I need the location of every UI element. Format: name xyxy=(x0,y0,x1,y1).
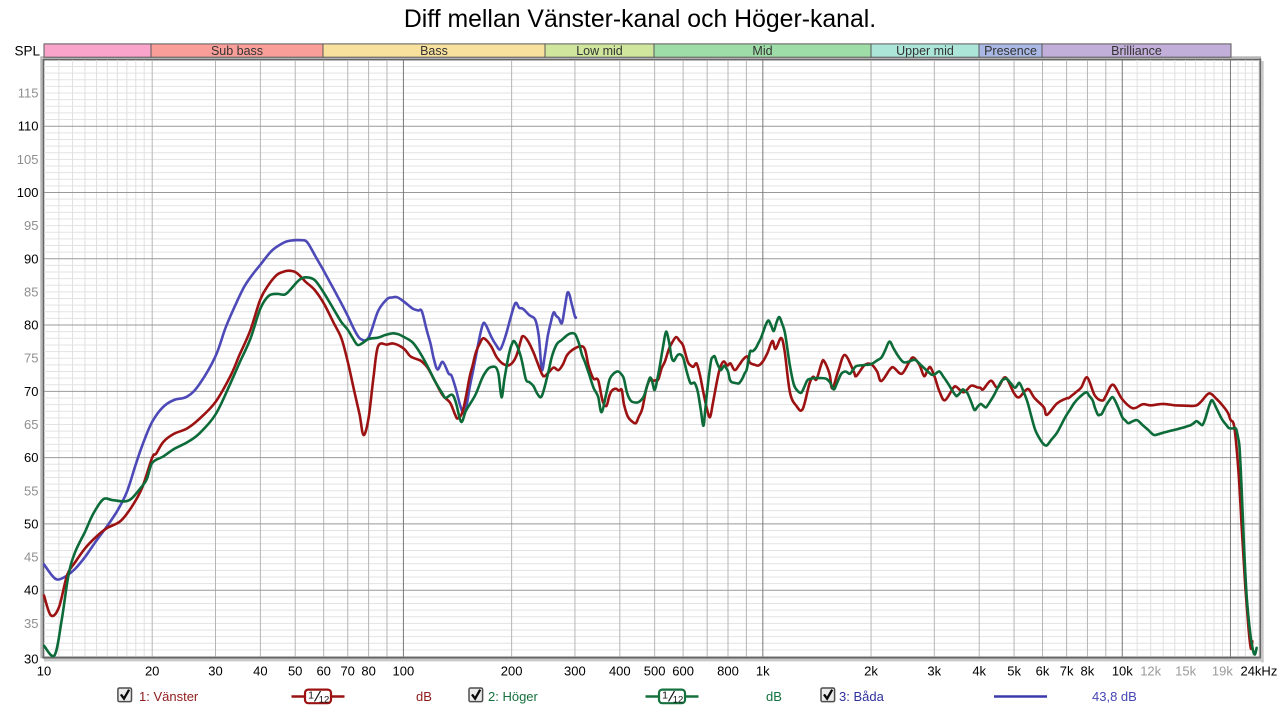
svg-text:30: 30 xyxy=(24,652,38,667)
svg-text:20: 20 xyxy=(145,663,159,678)
svg-text:12k: 12k xyxy=(1140,663,1161,678)
svg-text:95: 95 xyxy=(24,218,38,233)
svg-text:1k: 1k xyxy=(756,663,770,678)
svg-text:110: 110 xyxy=(18,119,39,134)
svg-text:400: 400 xyxy=(609,663,631,678)
svg-text:70: 70 xyxy=(340,663,354,678)
svg-text:3k: 3k xyxy=(927,663,941,678)
svg-text:65: 65 xyxy=(24,417,38,432)
svg-text:Sub bass: Sub bass xyxy=(211,44,263,58)
svg-text:3: Båda: 3: Båda xyxy=(839,689,885,704)
svg-text:24kHz: 24kHz xyxy=(1240,663,1277,678)
svg-text:2: Höger: 2: Höger xyxy=(488,689,539,704)
svg-text:Mid: Mid xyxy=(752,44,772,58)
svg-text:SPL: SPL xyxy=(15,44,41,59)
svg-text:90: 90 xyxy=(24,251,38,266)
svg-text:40: 40 xyxy=(24,583,38,598)
svg-text:70: 70 xyxy=(24,384,38,399)
svg-text:Bass: Bass xyxy=(420,44,448,58)
svg-text:45: 45 xyxy=(24,550,38,565)
svg-text:dB: dB xyxy=(766,689,782,704)
svg-text:Low mid: Low mid xyxy=(576,44,623,58)
svg-text:50: 50 xyxy=(24,516,38,531)
svg-text:4k: 4k xyxy=(972,663,986,678)
svg-text:40: 40 xyxy=(253,663,267,678)
svg-text:1: Vänster: 1: Vänster xyxy=(139,689,199,704)
svg-text:30: 30 xyxy=(208,663,222,678)
svg-text:1: 1 xyxy=(662,690,668,702)
svg-text:60: 60 xyxy=(24,450,38,465)
svg-text:43,8 dB: 43,8 dB xyxy=(1092,689,1137,704)
svg-text:5k: 5k xyxy=(1007,663,1021,678)
svg-text:2k: 2k xyxy=(864,663,878,678)
svg-text:115: 115 xyxy=(18,86,39,101)
svg-text:80: 80 xyxy=(361,663,375,678)
svg-text:19k: 19k xyxy=(1212,663,1233,678)
svg-text:50: 50 xyxy=(288,663,302,678)
svg-text:80: 80 xyxy=(24,318,38,333)
svg-text:35: 35 xyxy=(24,616,38,631)
svg-text:Upper mid: Upper mid xyxy=(896,44,954,58)
svg-text:300: 300 xyxy=(564,663,586,678)
svg-text:55: 55 xyxy=(24,483,38,498)
svg-text:105: 105 xyxy=(17,152,39,167)
svg-text:200: 200 xyxy=(501,663,523,678)
svg-text:15k: 15k xyxy=(1175,663,1196,678)
svg-text:1: 1 xyxy=(308,690,314,702)
svg-text:12: 12 xyxy=(319,694,330,705)
svg-text:85: 85 xyxy=(24,284,38,299)
svg-text:600: 600 xyxy=(672,663,694,678)
svg-text:Brilliance: Brilliance xyxy=(1111,44,1162,58)
svg-text:60: 60 xyxy=(316,663,330,678)
svg-text:100: 100 xyxy=(17,185,39,200)
svg-text:7k: 7k xyxy=(1060,663,1074,678)
svg-text:10k: 10k xyxy=(1112,663,1133,678)
svg-text:8k: 8k xyxy=(1081,663,1095,678)
svg-text:Presence: Presence xyxy=(984,44,1037,58)
svg-text:100: 100 xyxy=(393,663,415,678)
svg-text:500: 500 xyxy=(644,663,666,678)
svg-text:12: 12 xyxy=(673,694,684,705)
svg-text:dB: dB xyxy=(416,689,432,704)
svg-text:75: 75 xyxy=(24,351,38,366)
svg-text:800: 800 xyxy=(717,663,739,678)
svg-text:10: 10 xyxy=(37,663,51,678)
svg-text:6k: 6k xyxy=(1036,663,1050,678)
